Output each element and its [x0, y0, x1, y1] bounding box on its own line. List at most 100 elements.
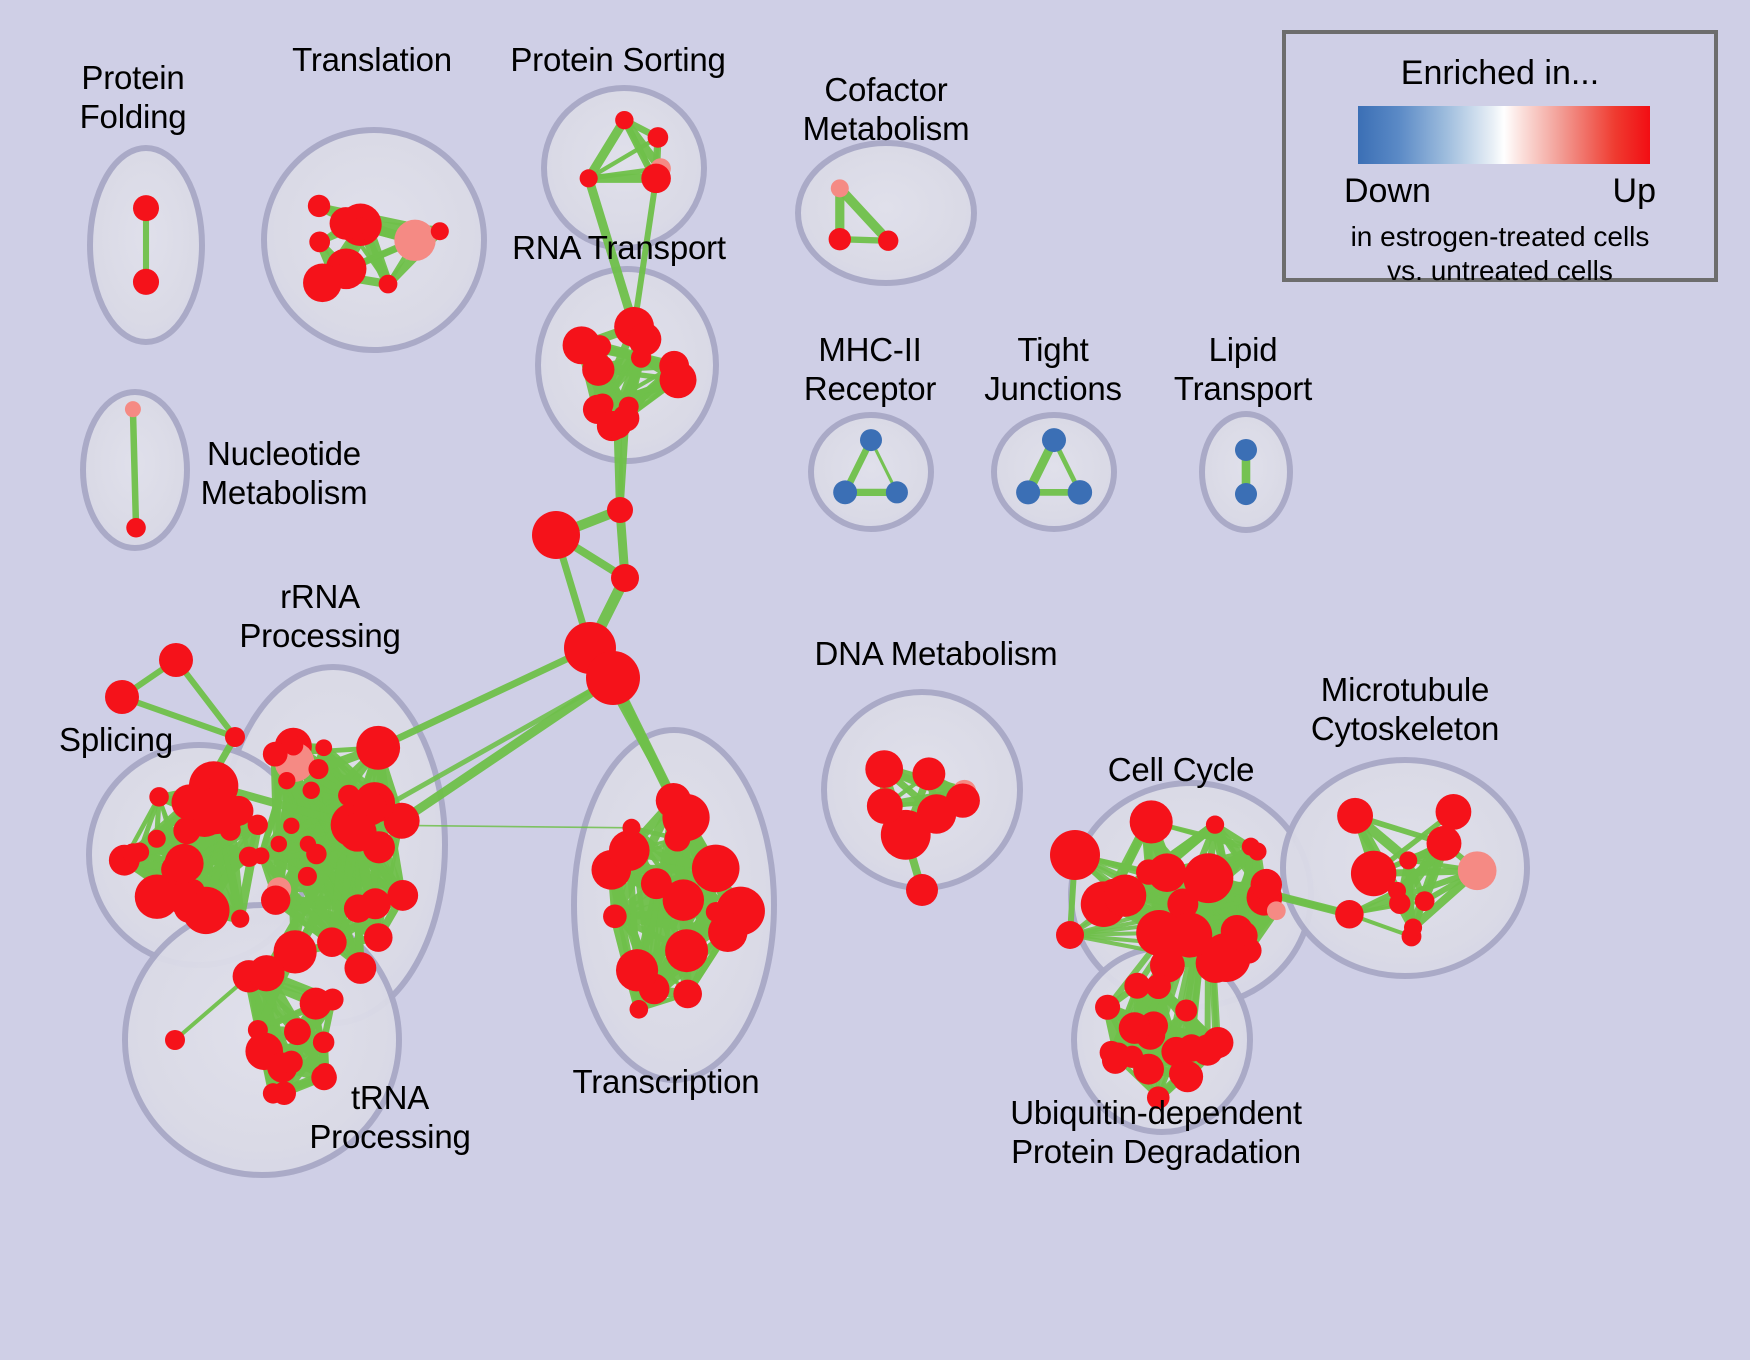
network-node[interactable]	[352, 217, 369, 234]
network-node[interactable]	[262, 1083, 284, 1104]
network-node[interactable]	[1350, 850, 1397, 897]
network-node[interactable]	[248, 955, 285, 992]
network-node[interactable]	[1175, 999, 1198, 1022]
network-node[interactable]	[306, 843, 327, 865]
network-node[interactable]	[532, 511, 580, 559]
network-node[interactable]	[607, 497, 633, 523]
network-node[interactable]	[283, 817, 300, 835]
network-node[interactable]	[1335, 899, 1364, 929]
network-node[interactable]	[1388, 881, 1407, 900]
network-node[interactable]	[878, 230, 899, 251]
network-node[interactable]	[1234, 438, 1257, 461]
network-node[interactable]	[297, 866, 317, 886]
network-node[interactable]	[859, 429, 883, 452]
network-node[interactable]	[238, 846, 260, 867]
network-node[interactable]	[356, 725, 401, 770]
network-node[interactable]	[906, 874, 938, 906]
network-node[interactable]	[880, 809, 931, 860]
network-node[interactable]	[640, 868, 672, 900]
network-node[interactable]	[279, 1050, 303, 1074]
network-node[interactable]	[1147, 853, 1187, 893]
network-node[interactable]	[586, 651, 640, 705]
network-node[interactable]	[708, 912, 748, 952]
network-node[interactable]	[912, 757, 946, 791]
network-node[interactable]	[603, 904, 627, 929]
network-node[interactable]	[591, 393, 614, 416]
network-node[interactable]	[1167, 912, 1213, 958]
network-node[interactable]	[164, 843, 204, 884]
network-node[interactable]	[344, 952, 377, 984]
network-node[interactable]	[1095, 994, 1121, 1020]
network-node[interactable]	[1041, 428, 1066, 453]
network-node[interactable]	[629, 999, 649, 1019]
network-node[interactable]	[126, 517, 146, 538]
network-node[interactable]	[260, 885, 291, 915]
network-node[interactable]	[315, 739, 333, 757]
network-node[interactable]	[1183, 853, 1234, 904]
network-node[interactable]	[1167, 888, 1199, 920]
network-node[interactable]	[611, 564, 639, 592]
network-node[interactable]	[945, 783, 980, 818]
network-node[interactable]	[885, 481, 908, 504]
network-node[interactable]	[1234, 483, 1258, 506]
network-node[interactable]	[270, 835, 288, 853]
network-node[interactable]	[1202, 1031, 1230, 1060]
network-node[interactable]	[1414, 891, 1435, 912]
network-node[interactable]	[225, 727, 245, 747]
network-node[interactable]	[1104, 874, 1147, 917]
network-node[interactable]	[579, 169, 598, 188]
network-node[interactable]	[149, 787, 169, 807]
network-node[interactable]	[1129, 800, 1173, 844]
network-node[interactable]	[105, 680, 139, 714]
network-node[interactable]	[1050, 830, 1100, 880]
network-node[interactable]	[165, 1030, 185, 1050]
network-node[interactable]	[1145, 973, 1171, 1000]
network-node[interactable]	[1250, 868, 1282, 901]
network-node[interactable]	[665, 929, 709, 973]
network-node[interactable]	[1067, 480, 1093, 505]
network-node[interactable]	[655, 782, 692, 819]
network-node[interactable]	[830, 179, 849, 198]
network-node[interactable]	[1241, 837, 1260, 856]
network-node[interactable]	[1205, 815, 1225, 834]
network-node[interactable]	[608, 830, 650, 871]
network-node[interactable]	[307, 194, 331, 218]
network-node[interactable]	[1403, 918, 1423, 937]
network-node[interactable]	[615, 949, 659, 992]
network-node[interactable]	[315, 1063, 336, 1084]
network-node[interactable]	[283, 1018, 311, 1046]
network-node[interactable]	[1171, 1061, 1204, 1093]
network-node[interactable]	[192, 787, 239, 835]
network-node[interactable]	[628, 322, 662, 356]
network-node[interactable]	[705, 901, 726, 922]
network-node[interactable]	[1016, 480, 1041, 505]
network-node[interactable]	[273, 930, 317, 974]
network-node[interactable]	[1056, 921, 1084, 949]
network-node[interactable]	[147, 829, 166, 848]
network-node[interactable]	[338, 813, 377, 852]
network-node[interactable]	[247, 814, 268, 835]
network-node[interactable]	[662, 879, 705, 921]
network-node[interactable]	[223, 795, 254, 826]
network-node[interactable]	[865, 750, 904, 788]
network-node[interactable]	[134, 874, 180, 919]
network-node[interactable]	[1124, 972, 1151, 999]
network-node[interactable]	[262, 741, 288, 767]
network-node[interactable]	[1457, 851, 1497, 891]
network-node[interactable]	[1118, 1012, 1151, 1044]
network-node[interactable]	[1146, 1086, 1170, 1109]
network-node[interactable]	[378, 274, 398, 294]
network-node[interactable]	[1337, 797, 1374, 834]
network-node[interactable]	[622, 818, 641, 837]
network-node[interactable]	[124, 401, 141, 418]
network-node[interactable]	[1220, 914, 1254, 948]
network-node[interactable]	[363, 923, 393, 952]
network-node[interactable]	[1266, 901, 1286, 921]
network-node[interactable]	[1161, 1036, 1192, 1067]
network-node[interactable]	[159, 643, 193, 677]
network-node[interactable]	[133, 195, 159, 222]
network-node[interactable]	[308, 759, 329, 780]
network-node[interactable]	[317, 927, 347, 957]
network-node[interactable]	[1435, 794, 1472, 830]
network-node[interactable]	[309, 231, 331, 253]
